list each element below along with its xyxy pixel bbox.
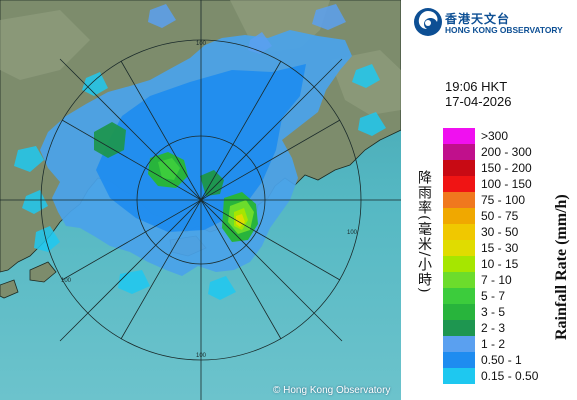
legend-label: 30 - 50 <box>481 225 519 239</box>
radar-map-canvas: 100 100 100 100 <box>0 0 401 400</box>
legend-labels: >300 200 - 300 150 - 200 100 - 150 75 - 100 5… <box>481 128 538 384</box>
legend-swatch <box>443 160 475 176</box>
legend-label: 200 - 300 <box>481 145 532 159</box>
org-name-en: HONG KONG OBSERVATORY <box>445 25 563 35</box>
legend-label: 15 - 30 <box>481 241 519 255</box>
hko-logo[interactable]: 香港天文台 HONG KONG OBSERVATORY <box>413 7 573 37</box>
legend-label: 0.15 - 0.50 <box>481 369 539 383</box>
legend-swatch <box>443 144 475 160</box>
legend-label: 1 - 2 <box>481 337 506 351</box>
legend-label: 2 - 3 <box>481 321 506 335</box>
legend-swatch <box>443 208 475 224</box>
legend-panel: 香港天文台 HONG KONG OBSERVATORY 19:06 HKT 17… <box>401 0 577 400</box>
legend-swatch <box>443 352 475 368</box>
radar-range-rings <box>0 0 401 400</box>
legend-title-cn: 降雨率(毫米/小時) <box>416 170 432 294</box>
range-label: 100 <box>196 353 207 359</box>
legend-swatch <box>443 336 475 352</box>
observation-date: 17-04-2026 <box>445 94 512 109</box>
legend-color-bar <box>443 128 475 384</box>
legend-label: 150 - 200 <box>481 161 532 175</box>
radar-map[interactable]: 100 100 100 100 © Hong Kong Observatory <box>0 0 401 400</box>
hko-swirl-logo-icon <box>414 8 442 36</box>
island <box>0 279 19 299</box>
legend-label: 100 - 150 <box>481 177 532 191</box>
legend-label: 7 - 10 <box>481 273 512 287</box>
land-relief <box>0 0 401 115</box>
legend-label: 5 - 7 <box>481 289 506 303</box>
legend-swatch <box>443 128 475 144</box>
legend-label: 3 - 5 <box>481 305 506 319</box>
range-label: 100 <box>196 41 207 47</box>
copyright-notice: © Hong Kong Observatory <box>273 385 391 396</box>
legend-swatch <box>443 320 475 336</box>
island <box>29 261 57 283</box>
org-name-cn: 香港天文台 <box>445 12 511 26</box>
legend-label: 0.50 - 1 <box>481 353 522 367</box>
legend-swatch <box>443 272 475 288</box>
legend-swatch <box>443 368 475 384</box>
legend-label: 10 - 15 <box>481 257 519 271</box>
legend-label: 75 - 100 <box>481 193 526 207</box>
legend-label: 50 - 75 <box>481 209 519 223</box>
legend-label: >300 <box>481 129 509 143</box>
observation-time: 19:06 HKT <box>445 79 508 94</box>
legend-swatch <box>443 192 475 208</box>
legend-title-en: Rainfall Rate (mm/h) <box>553 194 570 340</box>
legend-swatch <box>443 176 475 192</box>
range-label: 100 <box>61 278 72 284</box>
legend-swatch <box>443 240 475 256</box>
legend-swatch <box>443 224 475 240</box>
legend-swatch <box>443 304 475 320</box>
legend-swatch <box>443 288 475 304</box>
legend-swatch <box>443 256 475 272</box>
range-label: 100 <box>347 230 358 236</box>
